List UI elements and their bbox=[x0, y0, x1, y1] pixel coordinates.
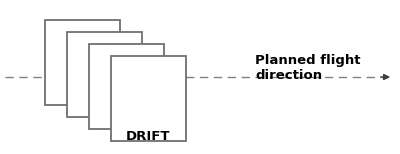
Bar bbox=[67, 32, 142, 117]
Text: Planned flight
direction: Planned flight direction bbox=[255, 54, 360, 82]
Bar bbox=[45, 20, 120, 105]
Bar bbox=[111, 56, 186, 141]
Bar bbox=[89, 44, 164, 129]
Text: DRIFT: DRIFT bbox=[126, 130, 170, 142]
